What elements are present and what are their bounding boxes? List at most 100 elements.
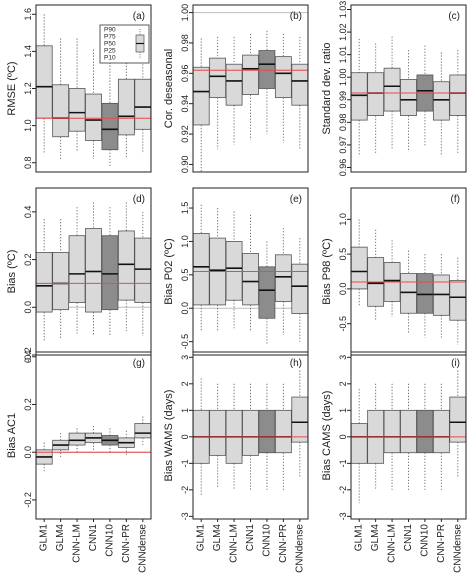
plot-area xyxy=(193,370,308,496)
panel-d: -0.2 0.0 0.2 0.4 Bias (ºC) (d) xyxy=(6,187,152,363)
legend-label-p50: P50 xyxy=(104,41,116,48)
panel-i: -3 -2 -1 0 1 2 3 Bias CAMS (days) (i) GLM1 GLM4 CNN… xyxy=(321,351,467,573)
panel-label: (c) xyxy=(448,11,460,22)
y-tick-label: 0.8 xyxy=(23,156,33,169)
iqr-box xyxy=(225,241,243,301)
plot-area xyxy=(36,202,151,341)
y-tick-label: 0 xyxy=(338,434,348,439)
box-CNN-PR xyxy=(274,228,292,335)
y-tick-label: -1 xyxy=(338,459,348,467)
iqr-box xyxy=(193,66,210,126)
x-tick-label: CNNdense xyxy=(452,524,463,573)
box-GLM4 xyxy=(209,383,227,488)
panel-c: 0.96 0.97 0.98 0.99 1.00 1.01 1.02 1.03 Standard… xyxy=(321,1,467,176)
x-tick-label: CNN1 xyxy=(403,524,414,552)
box-CNN-LM xyxy=(383,36,401,150)
iqr-box xyxy=(134,237,151,303)
box-CNN10 xyxy=(416,45,434,148)
iqr-box xyxy=(225,63,243,106)
iqr-box xyxy=(242,253,259,306)
iqr-box xyxy=(258,409,276,454)
y-tick-label: 0.0 xyxy=(23,446,33,459)
y-tick-label: 0.4 xyxy=(23,351,33,364)
box-CNNdense xyxy=(134,211,151,336)
iqr-box xyxy=(68,235,86,303)
iqr-box xyxy=(117,78,135,136)
box-CNN-PR xyxy=(117,202,135,332)
legend-label-p10: P10 xyxy=(104,55,116,62)
y-axis-label: Cor. deseasonal xyxy=(163,49,175,129)
box-CNNdense xyxy=(291,36,308,150)
legend-frame xyxy=(99,24,150,64)
x-tick-label: CNN10 xyxy=(261,524,272,557)
iqr-box xyxy=(416,273,434,314)
panel-h: -3 -2 -1 0 1 2 3 Bias WAMS (days) (h) GLM1 GLM4 CNN… xyxy=(163,351,309,573)
iqr-box xyxy=(383,409,401,454)
y-tick-label: 1.0 xyxy=(180,235,190,248)
iqr-box xyxy=(209,409,227,456)
box-CNN1 xyxy=(400,250,417,335)
x-tick-label: GLM1 xyxy=(39,524,50,552)
box-CNN10 xyxy=(258,383,276,490)
y-tick-label: 1.02 xyxy=(338,23,348,41)
x-tick-label: GLM1 xyxy=(196,524,207,552)
box-CNN-PR xyxy=(432,383,450,490)
plot-frame xyxy=(192,4,309,173)
iqr-box xyxy=(36,252,53,313)
y-tick-label: -3 xyxy=(338,512,348,520)
x-tick-label: CNN-LM xyxy=(72,524,83,563)
x-tick-label: CNN-PR xyxy=(436,524,447,563)
y-tick-label: 0.0 xyxy=(180,302,190,315)
y-tick-label: 1.2 xyxy=(23,82,33,95)
panel-label: (i) xyxy=(451,358,460,369)
panel-e: -0.5 0.0 0.5 1.0 1.5 Bias P02 (ºC) (e) xyxy=(163,187,309,356)
y-tick-label: -0.2 xyxy=(23,347,33,363)
y-axis-label: Bias WAMS (days) xyxy=(163,390,175,482)
iqr-box xyxy=(400,273,417,314)
y-tick-label: 2 xyxy=(338,381,348,386)
iqr-box xyxy=(209,57,227,99)
box-GLM4 xyxy=(209,36,227,150)
x-tick-label: GLM4 xyxy=(370,524,381,552)
legend-label-p90: P90 xyxy=(104,27,116,34)
iqr-box xyxy=(367,72,385,116)
panel-g: -0.2 0.0 0.2 0.4 Bias AC1 (g) GLM1 GLM4 CNN-LM CN… xyxy=(6,351,152,573)
y-tick-label: 0.99 xyxy=(338,91,348,109)
box-GLM1 xyxy=(351,38,368,157)
x-tick-label: CNN-PR xyxy=(278,524,289,563)
box-CNN10 xyxy=(258,30,276,135)
x-tick-label: CNN-LM xyxy=(387,524,398,563)
iqr-box xyxy=(274,254,292,302)
box-CNNdense xyxy=(291,370,308,477)
iqr-box xyxy=(258,266,276,319)
box-GLM1 xyxy=(36,219,53,341)
box-CNN-PR xyxy=(117,430,135,455)
x-tick-label: CNNdense xyxy=(137,524,148,573)
y-tick-label: 0 xyxy=(180,434,190,439)
x-tick-label: CNN1 xyxy=(88,524,99,552)
box-GLM1 xyxy=(351,389,368,504)
iqr-box xyxy=(449,280,466,321)
y-tick-label: 1.4 xyxy=(23,45,33,58)
y-tick-label: 3 xyxy=(180,355,190,360)
x-tick-label: CNN-LM xyxy=(229,524,240,563)
iqr-box xyxy=(134,423,151,439)
iqr-box xyxy=(68,432,86,446)
y-tick-label: 1.6 xyxy=(23,8,33,21)
iqr-box xyxy=(351,72,368,121)
iqr-box xyxy=(400,79,417,116)
panel-label: (h) xyxy=(290,358,302,369)
box-CNN-PR xyxy=(117,47,135,158)
box-CNN-LM xyxy=(383,383,401,490)
box-CNN1 xyxy=(400,50,417,152)
panel-b: 0.90 0.92 0.94 0.96 0.98 1.00 Cor. deseasonal (… xyxy=(163,4,309,173)
box-CNN-LM xyxy=(225,36,243,145)
y-tick-label: 0.2 xyxy=(23,398,33,411)
box-CNN-LM xyxy=(68,207,86,334)
iqr-box xyxy=(449,396,466,443)
box-GLM1 xyxy=(36,14,53,154)
panel-label: (a) xyxy=(133,11,145,22)
x-tick-label: CNN-PR xyxy=(121,524,132,563)
iqr-box xyxy=(242,409,259,456)
iqr-box xyxy=(85,93,102,141)
